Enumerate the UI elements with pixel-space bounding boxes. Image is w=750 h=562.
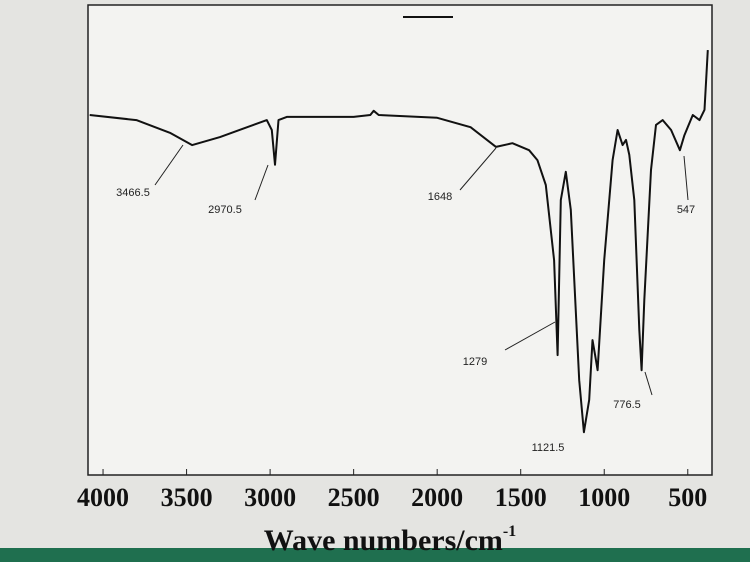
peak-leader [683, 155, 689, 201]
x-tick-label: 1500 [495, 483, 547, 512]
x-tick-label: 4000 [77, 483, 129, 512]
plot-frame [87, 4, 713, 476]
screen-edge [0, 548, 750, 562]
peak-leader [254, 164, 269, 201]
x-axis-title: Wave numbers/cm-1 [264, 523, 516, 557]
x-axis-title-main: Wave numbers/cm [264, 524, 503, 557]
peak-leader [504, 321, 556, 351]
peak-leader [459, 147, 497, 191]
peak-label: 2970.5 [208, 204, 242, 216]
peak-leader [154, 144, 184, 186]
x-tick-label: 500 [668, 483, 707, 512]
peak-label: 1648 [428, 191, 452, 203]
peak-label: 3466.5 [116, 187, 150, 199]
peak-label: 1279 [463, 356, 487, 368]
x-tick-label: 2000 [411, 483, 463, 512]
x-tick-label: 3000 [244, 483, 296, 512]
peak-label: 547 [677, 204, 695, 216]
peak-leader [644, 371, 653, 396]
x-axis-title-sup: -1 [503, 523, 516, 540]
x-tick-label: 1000 [578, 483, 630, 512]
peak-label: 776.5 [613, 399, 641, 411]
x-tick-label: 3500 [161, 483, 213, 512]
spectrum-line [89, 50, 709, 434]
peak-label: 1121.5 [532, 442, 565, 454]
x-tick-label: 2500 [328, 483, 380, 512]
